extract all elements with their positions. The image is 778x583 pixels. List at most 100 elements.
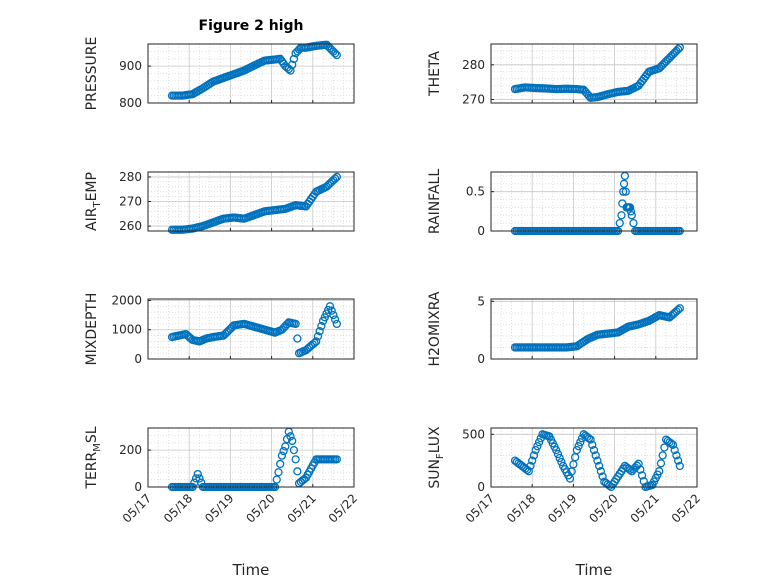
data-point (667, 439, 676, 448)
y-tick-label: 500 (462, 427, 485, 441)
data-point (528, 456, 537, 465)
data-point (668, 440, 678, 450)
y-axis-label: H2OMIXRA (427, 291, 443, 366)
y-tick-label: 280 (462, 58, 485, 72)
series-markers (167, 302, 341, 358)
y-tick-label: 0 (477, 352, 485, 366)
data-point (524, 467, 533, 476)
data-point (289, 445, 299, 455)
y-tick-label: 900 (119, 59, 142, 73)
axes-box (147, 427, 355, 488)
y-tick-label: 1000 (111, 323, 142, 337)
axes-box (490, 43, 698, 104)
data-point (332, 50, 341, 60)
subplot-5: 0 1000 2000 MIXDEPTH (84, 293, 355, 366)
plot-area (491, 172, 697, 231)
data-point (195, 474, 204, 483)
data-point (621, 187, 630, 196)
data-point (576, 438, 585, 447)
data-point (330, 174, 340, 183)
data-point (634, 459, 643, 468)
axes-box (147, 171, 355, 232)
data-point (655, 467, 664, 476)
data-point (272, 475, 281, 484)
data-point (313, 332, 323, 341)
data-point (617, 211, 626, 220)
data-point (619, 187, 628, 196)
data-point (673, 45, 683, 54)
data-point (598, 472, 607, 481)
data-point (596, 467, 606, 476)
data-point (586, 435, 595, 444)
y-tick-label: 2000 (111, 293, 142, 307)
data-point (276, 459, 285, 469)
y-tick-label: 200 (119, 443, 142, 457)
data-point (329, 310, 338, 320)
data-point (658, 451, 667, 460)
data-point (317, 321, 326, 331)
y-tick-label: 270 (462, 93, 485, 107)
data-point (675, 304, 684, 313)
data-point (629, 218, 638, 228)
data-point (293, 467, 302, 476)
data-point (191, 474, 201, 483)
subplot-6: 0 5 H2OMIXRA (427, 291, 698, 367)
y-tick-label: 800 (119, 96, 142, 110)
data-point (637, 471, 647, 480)
data-point (277, 451, 287, 460)
data-point (626, 207, 636, 216)
y-axis-label: AIRTEMP (84, 172, 103, 231)
data-point (625, 465, 635, 475)
data-point (293, 334, 302, 343)
data-point (555, 453, 564, 463)
axes-box (147, 43, 355, 104)
y-axis-label: RAINFALL (427, 169, 443, 234)
y-tick-label: 0 (477, 480, 485, 494)
y-axis-label: TERRMSL (84, 426, 103, 489)
axes-box (490, 298, 698, 360)
data-point (591, 451, 600, 460)
data-point (330, 315, 340, 324)
data-point (289, 54, 299, 64)
data-point (534, 438, 544, 447)
data-point (193, 469, 202, 479)
data-point (656, 459, 666, 468)
data-point (673, 456, 683, 465)
axes-box (490, 171, 698, 232)
data-point (286, 432, 295, 441)
data-point (619, 179, 629, 188)
data-point (526, 461, 535, 471)
data-point (675, 461, 684, 471)
data-point (588, 440, 597, 450)
data-point (279, 446, 288, 456)
subplot-1: 800 900 PRESSURE (84, 37, 355, 111)
data-point (531, 445, 540, 455)
y-tick-label: 0 (477, 224, 485, 238)
data-point (595, 461, 604, 471)
data-point (286, 66, 295, 75)
data-point (332, 172, 341, 182)
data-point (291, 455, 300, 464)
y-axis-label: PRESSURE (84, 37, 100, 111)
data-point (281, 442, 290, 451)
data-point (670, 445, 679, 455)
data-point (574, 442, 583, 451)
data-point (557, 457, 566, 467)
data-point (330, 49, 340, 58)
data-point (553, 449, 563, 459)
data-point (310, 338, 319, 348)
data-point (533, 442, 542, 451)
data-point (315, 327, 324, 336)
axes-box (490, 427, 698, 488)
x-axis-label-left: Time (232, 561, 270, 579)
y-tick-label: 0.5 (466, 185, 485, 199)
data-point (593, 456, 602, 465)
subplot-3: 260 270 280 AIRTEMP (84, 170, 355, 234)
subplot-2: 270 280 THETA (427, 43, 698, 107)
data-point (615, 218, 624, 228)
data-point (673, 305, 683, 314)
data-point (625, 203, 635, 212)
data-point (288, 436, 297, 446)
data-point (552, 445, 561, 455)
